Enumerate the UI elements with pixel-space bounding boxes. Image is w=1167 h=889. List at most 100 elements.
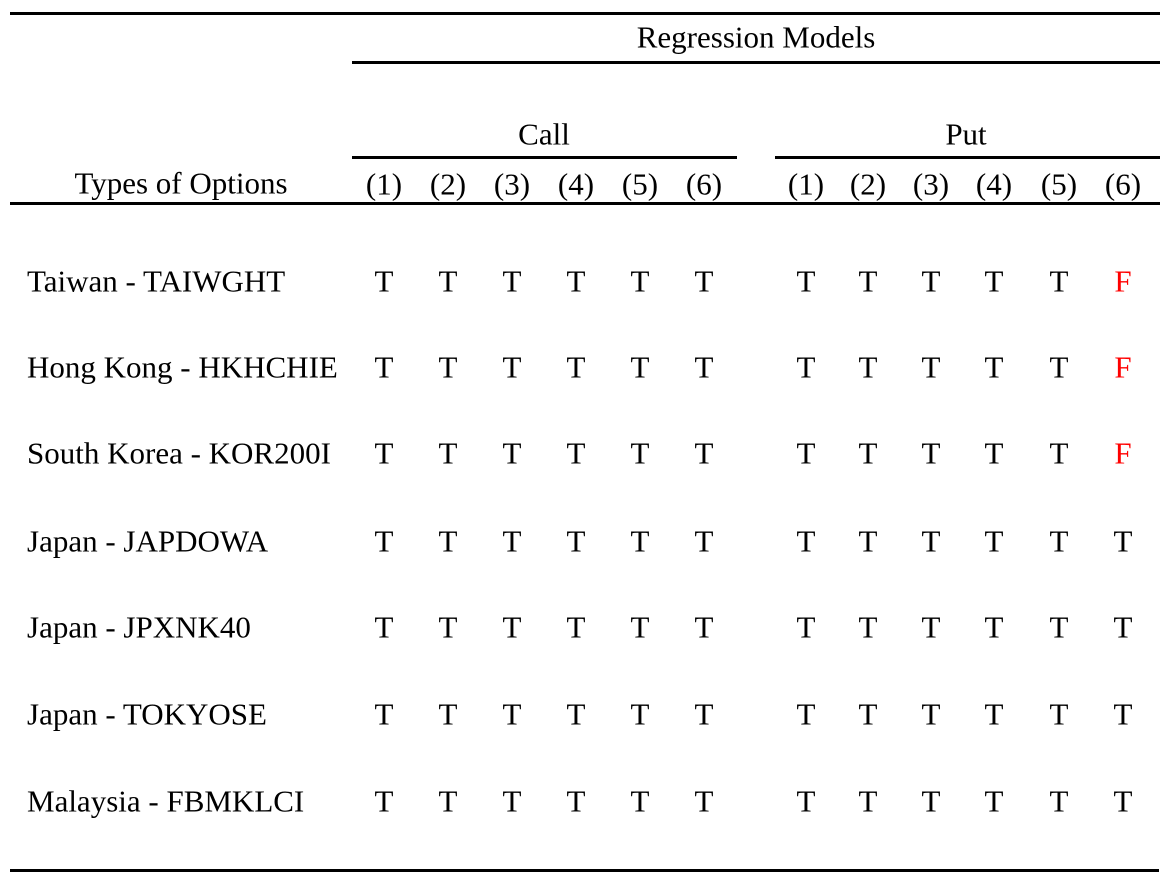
put-cell: T [1113,783,1133,819]
call-cell: T [566,263,586,299]
put-col-header: (5) [1040,166,1078,202]
call-cell: T [374,696,394,732]
put-cell: T [858,263,878,299]
call-col-header: (3) [493,166,531,202]
call-cell: T [694,609,714,645]
put-cell: T [984,263,1004,299]
call-cell: T [502,523,522,559]
put-cell: T [796,435,816,471]
call-cell: T [694,349,714,385]
put-cell: T [921,435,941,471]
call-col-header: (2) [429,166,467,202]
put-cell: T [1049,523,1069,559]
row-label: Hong Kong - HKHCHIE [27,349,338,385]
row-label: Taiwan - TAIWGHT [27,263,286,299]
regression-models-underline [352,61,1160,64]
call-cell: T [694,435,714,471]
put-group-header: Put [945,116,987,152]
put-cell: T [1049,435,1069,471]
put-cell: T [796,696,816,732]
call-cell: T [438,435,458,471]
row-header: Types of Options [74,165,288,201]
row-label: South Korea - KOR200I [27,435,331,471]
call-cell: T [566,609,586,645]
bottom-rule [10,869,1159,872]
call-cell: T [630,783,650,819]
call-cell: T [566,349,586,385]
put-cell: T [796,263,816,299]
put-col-header: (3) [912,166,950,202]
call-cell: T [502,609,522,645]
call-cell: T [438,263,458,299]
put-cell: T [1113,523,1133,559]
call-cell: T [566,523,586,559]
call-cell: T [438,523,458,559]
put-cell: T [1049,609,1069,645]
call-cell: T [438,696,458,732]
put-cell: T [921,523,941,559]
put-cell: T [921,349,941,385]
call-underline [352,156,737,159]
put-cell: T [858,783,878,819]
put-cell: T [796,349,816,385]
call-cell: T [374,263,394,299]
call-col-header: (4) [557,166,595,202]
call-cell: T [502,349,522,385]
call-cell: T [438,609,458,645]
call-cell: T [630,263,650,299]
call-cell: T [566,435,586,471]
put-cell: T [984,783,1004,819]
put-cell: F [1114,349,1132,385]
put-col-header: (6) [1104,166,1142,202]
call-cell: T [374,783,394,819]
call-cell: T [438,783,458,819]
call-cell: T [630,696,650,732]
put-cell: T [796,609,816,645]
call-group-header: Call [518,116,570,152]
call-cell: T [502,696,522,732]
call-col-header: (5) [621,166,659,202]
put-cell: T [984,523,1004,559]
put-underline [775,156,1160,159]
top-rule [10,12,1160,15]
put-cell: F [1114,263,1132,299]
call-cell: T [374,523,394,559]
put-cell: T [1049,263,1069,299]
call-cell: T [630,435,650,471]
put-cell: T [858,609,878,645]
row-label: Malaysia - FBMKLCI [27,783,305,819]
call-cell: T [374,349,394,385]
put-cell: T [796,523,816,559]
put-cell: T [1049,349,1069,385]
put-cell: T [921,696,941,732]
put-col-header: (2) [849,166,887,202]
put-cell: T [1113,696,1133,732]
row-label: Japan - JPXNK40 [27,609,251,645]
put-cell: F [1114,435,1132,471]
put-cell: T [858,435,878,471]
call-cell: T [502,435,522,471]
put-col-header: (4) [975,166,1013,202]
put-cell: T [984,609,1004,645]
table-title: Regression Models [636,19,876,55]
put-cell: T [921,609,941,645]
call-cell: T [694,263,714,299]
put-cell: T [984,696,1004,732]
call-cell: T [374,609,394,645]
put-cell: T [1049,696,1069,732]
put-cell: T [1113,609,1133,645]
call-cell: T [694,783,714,819]
put-cell: T [858,349,878,385]
put-cell: T [921,263,941,299]
put-cell: T [921,783,941,819]
row-label: Japan - JAPDOWA [27,523,269,559]
call-cell: T [566,696,586,732]
put-col-header: (1) [787,166,825,202]
call-cell: T [694,696,714,732]
call-col-header: (1) [365,166,403,202]
call-cell: T [374,435,394,471]
put-cell: T [858,523,878,559]
row-label: Japan - TOKYOSE [27,696,267,732]
call-cell: T [502,263,522,299]
